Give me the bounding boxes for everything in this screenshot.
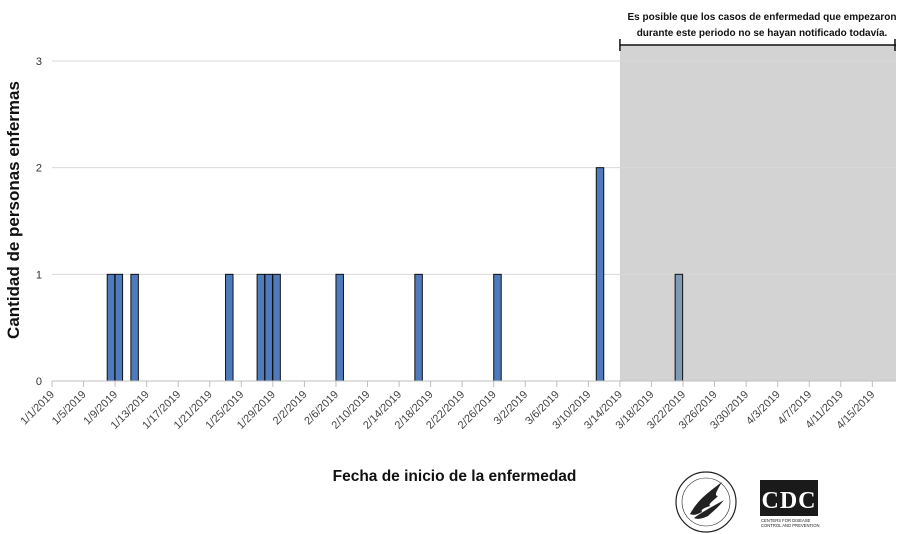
bar-2-6-2019 xyxy=(335,273,344,382)
bar-1-23-2019 xyxy=(225,273,234,382)
reporting-delay-note: Es posible que los casos de enfermedad q… xyxy=(627,12,897,39)
x-axis-title-wrap: Fecha de inicio de la enfermedad xyxy=(0,468,909,486)
bar-1-28-2019 xyxy=(264,273,273,382)
y-axis-title: Cantidad de personas enfermas xyxy=(4,81,23,339)
bar-1-11-2019 xyxy=(130,273,139,382)
y-tick-label: 3 xyxy=(36,56,42,68)
y-tick-label: 1 xyxy=(36,269,42,281)
cdc-logo-text: CDC xyxy=(762,488,817,514)
bar-2-16-2019 xyxy=(414,273,423,382)
x-axis-title: Fecha de inicio de la enfermedad xyxy=(332,468,577,485)
bar-2-26-2019 xyxy=(493,273,502,382)
agency-logos: CDC CENTERS FOR DISEASE CONTROL AND PREV… xyxy=(675,471,819,533)
hhs-seal-icon xyxy=(675,471,737,533)
cdc-logo-sub2: CONTROL AND PREVENTION xyxy=(761,523,819,528)
cdc-logo-icon: CDC CENTERS FOR DISEASE CONTROL AND PREV… xyxy=(760,480,819,528)
y-tick-label: 0 xyxy=(36,376,42,388)
bar-3-11-2019 xyxy=(595,167,605,382)
bar-3-21-2019 xyxy=(674,273,684,382)
bar-1-29-2019 xyxy=(272,273,281,382)
bar-1-27-2019 xyxy=(256,273,266,382)
shaded-reporting-region xyxy=(619,45,896,381)
y-tick-label: 2 xyxy=(36,163,42,175)
bar-1-8-2019 xyxy=(106,273,116,382)
cdc-logo-sub1: CENTERS FOR DISEASE xyxy=(761,518,811,523)
bar-1-9-2019 xyxy=(114,273,124,382)
